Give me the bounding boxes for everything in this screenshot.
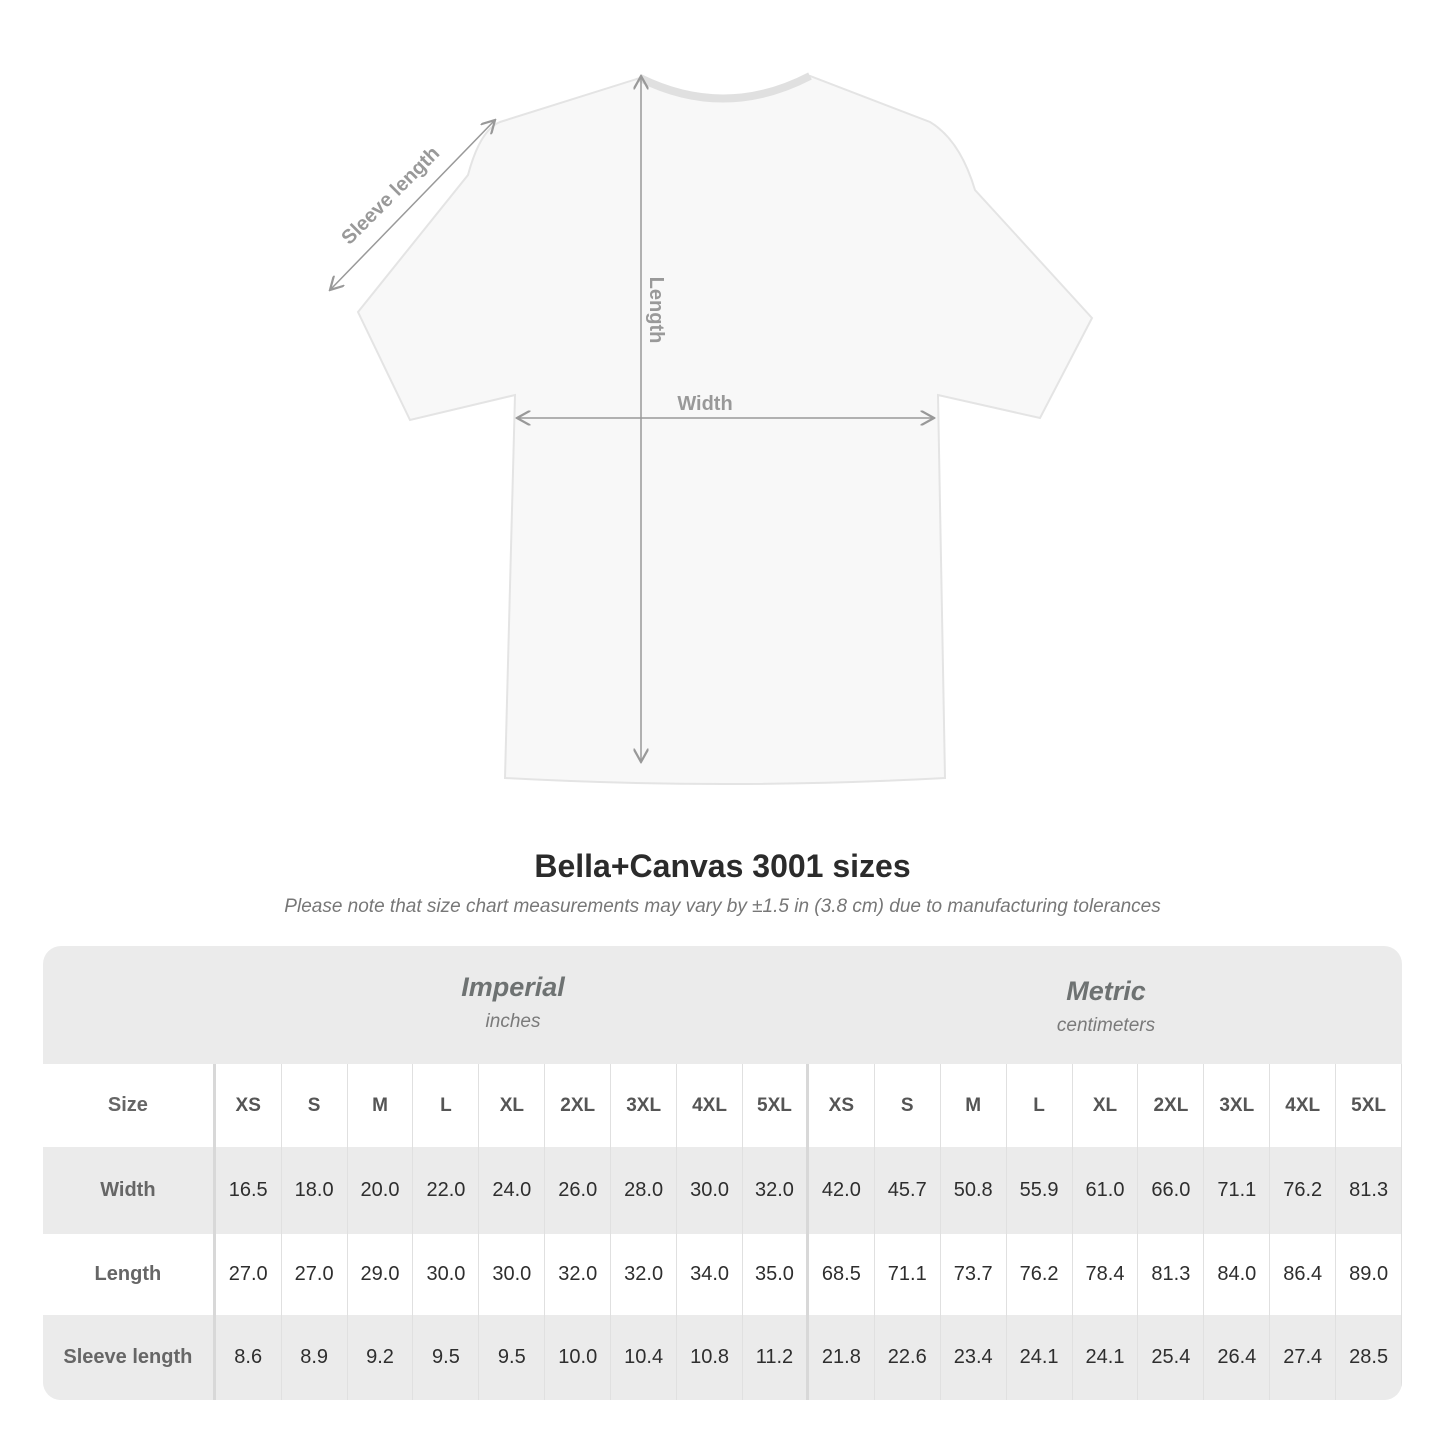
sleeve-arrow <box>330 120 495 290</box>
size-header-row: Size XS S M L XL 2XL 3XL 4XL 5XL XS S M L XL 2XL 3XL 4XL 5… <box>43 1064 1402 1147</box>
size-header-cell: 5XL <box>1336 1064 1402 1147</box>
size-header-cell: 3XL <box>611 1064 678 1147</box>
value-cell: 30.0 <box>479 1234 546 1315</box>
value-cell: 34.0 <box>677 1234 743 1315</box>
value-cell: 8.9 <box>282 1315 348 1400</box>
value-cell: 22.0 <box>413 1147 480 1234</box>
value-cell: 81.3 <box>1138 1234 1205 1315</box>
size-header-cell: L <box>1007 1064 1073 1147</box>
value-cell: 55.9 <box>1007 1147 1073 1234</box>
value-cell: 18.0 <box>282 1147 348 1234</box>
value-cell: 71.1 <box>875 1234 941 1315</box>
value-cell: 35.0 <box>743 1234 809 1315</box>
value-cell: 9.5 <box>479 1315 546 1400</box>
value-cell: 10.4 <box>611 1315 678 1400</box>
value-cell: 23.4 <box>941 1315 1007 1400</box>
row-label: Length <box>43 1234 216 1315</box>
value-cell: 76.2 <box>1270 1147 1337 1234</box>
value-cell: 42.0 <box>809 1147 875 1234</box>
value-cell: 32.0 <box>545 1234 612 1315</box>
size-header-cell: S <box>875 1064 941 1147</box>
value-cell: 24.1 <box>1073 1315 1139 1400</box>
value-cell: 21.8 <box>809 1315 875 1400</box>
row-label: Sleeve length <box>43 1315 216 1400</box>
page-title: Bella+Canvas 3001 sizes <box>534 848 911 884</box>
value-cell: 78.4 <box>1073 1234 1139 1315</box>
value-cell: 81.3 <box>1336 1147 1402 1234</box>
value-cell: 84.0 <box>1204 1234 1271 1315</box>
value-cell: 32.0 <box>743 1147 809 1234</box>
tshirt-shape <box>356 74 1094 785</box>
value-cell: 73.7 <box>941 1234 1007 1315</box>
value-cell: 30.0 <box>677 1147 743 1234</box>
value-cell: 86.4 <box>1270 1234 1337 1315</box>
tolerance-note: Please note that size chart measurements… <box>284 896 1161 917</box>
value-cell: 71.1 <box>1204 1147 1271 1234</box>
value-cell: 28.5 <box>1336 1315 1402 1400</box>
value-cell: 29.0 <box>348 1234 414 1315</box>
size-header-cell: 5XL <box>743 1064 809 1147</box>
table-row: Sleeve length 8.6 8.9 9.2 9.5 9.5 10.0 10.4 10.8… <box>43 1315 1402 1400</box>
value-cell: 68.5 <box>809 1234 875 1315</box>
value-cell: 32.0 <box>611 1234 678 1315</box>
value-cell: 26.0 <box>545 1147 612 1234</box>
value-cell: 27.0 <box>216 1234 282 1315</box>
tshirt-diagram: Sleeve length Length Width <box>0 72 1094 785</box>
value-cell: 50.8 <box>941 1147 1007 1234</box>
size-header-cell: 3XL <box>1204 1064 1271 1147</box>
value-cell: 89.0 <box>1336 1234 1402 1315</box>
value-cell: 8.6 <box>216 1315 282 1400</box>
value-cell: 27.4 <box>1270 1315 1337 1400</box>
value-cell: 9.5 <box>413 1315 480 1400</box>
value-cell: 24.0 <box>479 1147 546 1234</box>
value-cell: 25.4 <box>1138 1315 1205 1400</box>
value-cell: 24.1 <box>1007 1315 1073 1400</box>
value-cell: 66.0 <box>1138 1147 1205 1234</box>
size-header-cell: 4XL <box>1270 1064 1337 1147</box>
length-label: Length <box>645 277 667 344</box>
size-header-cell: XS <box>809 1064 875 1147</box>
width-label: Width <box>677 393 732 415</box>
value-cell: 27.0 <box>282 1234 348 1315</box>
value-cell: 10.0 <box>545 1315 612 1400</box>
value-cell: 45.7 <box>875 1147 941 1234</box>
value-cell: 22.6 <box>875 1315 941 1400</box>
size-header-cell: 2XL <box>1138 1064 1205 1147</box>
size-header-cell: S <box>282 1064 348 1147</box>
value-cell: 61.0 <box>1073 1147 1139 1234</box>
table-row: Length 27.0 27.0 29.0 30.0 30.0 32.0 32.0 34.0 35… <box>43 1234 1402 1315</box>
size-table: Imperial inches Metric centimeters Size X… <box>43 946 1402 1400</box>
metric-header: Metric centimeters <box>1056 976 1156 1036</box>
size-header-cell: 4XL <box>677 1064 743 1147</box>
row-label: Size <box>43 1064 216 1147</box>
table-row: Width 16.5 18.0 20.0 22.0 24.0 26.0 28.0 30.0 32.… <box>43 1147 1402 1234</box>
size-header-cell: M <box>348 1064 414 1147</box>
size-header-cell: L <box>413 1064 480 1147</box>
size-header-cell: M <box>941 1064 1007 1147</box>
value-cell: 28.0 <box>611 1147 678 1234</box>
size-header-cell: XS <box>216 1064 282 1147</box>
value-cell: 26.4 <box>1204 1315 1271 1400</box>
value-cell: 30.0 <box>413 1234 480 1315</box>
size-header-cell: XL <box>479 1064 546 1147</box>
value-cell: 20.0 <box>348 1147 414 1234</box>
value-cell: 11.2 <box>743 1315 809 1400</box>
imperial-header: Imperial inches <box>461 972 565 1032</box>
size-header-cell: XL <box>1073 1064 1139 1147</box>
row-label: Width <box>43 1147 216 1234</box>
size-header-cell: 2XL <box>545 1064 612 1147</box>
value-cell: 10.8 <box>677 1315 743 1400</box>
value-cell: 9.2 <box>348 1315 414 1400</box>
value-cell: 76.2 <box>1007 1234 1073 1315</box>
value-cell: 16.5 <box>216 1147 282 1234</box>
